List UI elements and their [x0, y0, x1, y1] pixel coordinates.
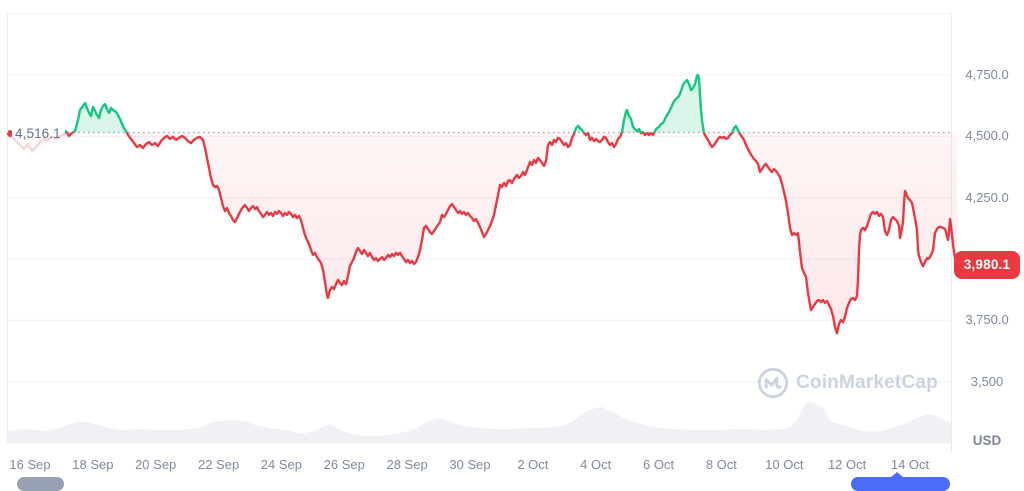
currency-unit-label: USD: [972, 433, 1002, 448]
x-axis-label: 2 Oct: [517, 457, 549, 472]
cursor-tooltip-pill-body: [851, 477, 950, 491]
y-axis-label: 4,250.0: [965, 189, 1009, 205]
timeline-range-pill-body: [17, 477, 64, 491]
x-axis-label: 6 Oct: [643, 457, 675, 472]
y-axis-label: 3,500: [970, 373, 1004, 389]
baseline-label-backdrop: [8, 120, 65, 155]
cursor-tooltip-arrow-icon: [890, 472, 904, 478]
x-axis-label: 28 Sep: [386, 457, 428, 472]
current-price-badge: 3,980.1: [954, 251, 1020, 279]
x-axis-label: 18 Sep: [72, 457, 114, 472]
timeline-range-pill: [17, 477, 64, 491]
x-axis-label: 14 Oct: [890, 457, 930, 472]
x-axis-label: 30 Sep: [449, 457, 491, 472]
x-axis-label: 22 Sep: [197, 457, 240, 472]
y-axis-label: 4,500.0: [965, 128, 1009, 144]
x-axis-label: 26 Sep: [323, 457, 365, 472]
cursor-tooltip-pill: [851, 477, 950, 491]
x-axis-label: 12 Oct: [827, 457, 867, 472]
y-axis-label: 3,750.0: [965, 312, 1009, 328]
series-start-marker: [8, 130, 12, 137]
coinmarketcap-watermark: CoinMarketCap: [756, 366, 938, 400]
x-axis-label: 20 Sep: [135, 457, 177, 472]
x-axis-label: 4 Oct: [580, 457, 612, 472]
y-axis-label: 4,750.0: [965, 67, 1009, 83]
coinmarketcap-logo-icon: [757, 367, 789, 399]
x-axis-label: 8 Oct: [705, 457, 737, 472]
watermark-text: CoinMarketCap: [796, 372, 938, 393]
x-axis-label: 24 Sep: [260, 457, 302, 472]
x-axis-label: 10 Oct: [765, 457, 804, 472]
baseline-price-label: 4,516.1: [15, 125, 61, 141]
x-axis-label: 16 Sep: [9, 457, 51, 472]
